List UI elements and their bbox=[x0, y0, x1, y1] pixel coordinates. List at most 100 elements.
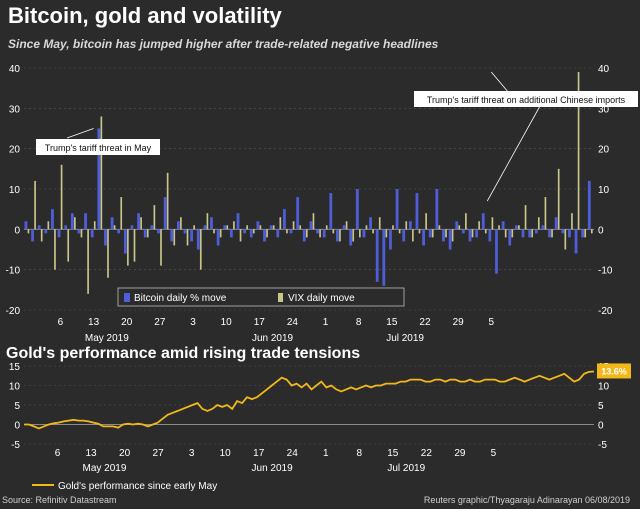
bitcoin-bar bbox=[395, 189, 399, 230]
x-tick-label: 15 bbox=[386, 317, 398, 328]
bitcoin-bar bbox=[57, 229, 61, 238]
bitcoin-bar bbox=[289, 229, 293, 234]
vix-bar bbox=[465, 213, 467, 230]
bitcoin-bar bbox=[521, 229, 525, 238]
gold-chart-title: Gold's performance amid rising trade ten… bbox=[6, 345, 361, 362]
bitcoin-bar bbox=[276, 229, 280, 238]
vix-bar bbox=[266, 229, 268, 238]
vix-bar bbox=[511, 229, 514, 238]
bitcoin-bar bbox=[216, 229, 220, 246]
vix-bar bbox=[445, 229, 447, 238]
vix-bar bbox=[325, 225, 328, 230]
bitcoin-bar bbox=[104, 229, 107, 246]
bitcoin-bar bbox=[143, 229, 147, 238]
vix-bar bbox=[93, 221, 96, 230]
bitcoin-bar bbox=[51, 209, 54, 230]
x-tick-label: 3 bbox=[190, 317, 196, 328]
bitcoin-bar bbox=[548, 229, 551, 238]
legend-swatch-bitcoin bbox=[124, 293, 130, 302]
bitcoin-bar bbox=[541, 225, 545, 230]
vix-bar bbox=[518, 225, 520, 230]
y-tick-label-left: 30 bbox=[9, 104, 21, 115]
bitcoin-bar bbox=[554, 217, 558, 230]
x-tick-label: 3 bbox=[189, 448, 195, 459]
vix-bar bbox=[491, 217, 494, 230]
bitcoin-bar bbox=[442, 229, 445, 242]
vix-bar bbox=[219, 229, 222, 238]
x-tick-label: 27 bbox=[153, 448, 165, 459]
vix-bar bbox=[557, 168, 560, 230]
vix-bar bbox=[120, 197, 123, 230]
bitcoin-bar bbox=[355, 189, 359, 230]
x-tick-label: 5 bbox=[491, 448, 497, 459]
bitcoin-bar bbox=[97, 128, 101, 230]
bitcoin-bar bbox=[37, 225, 41, 230]
y-tick-label-left: 20 bbox=[9, 145, 21, 156]
gold-series-line bbox=[24, 370, 595, 430]
vix-bar bbox=[133, 229, 136, 262]
month-label: May 2019 bbox=[83, 463, 127, 474]
bitcoin-bar bbox=[70, 213, 74, 230]
vix-bar bbox=[47, 221, 50, 230]
bitcoin-bar bbox=[229, 229, 233, 238]
month-label: Jun 2019 bbox=[252, 463, 294, 474]
vix-bar bbox=[345, 221, 348, 230]
bitcoin-bar bbox=[263, 229, 266, 242]
bitcoin-bar bbox=[422, 229, 425, 246]
end-value-badge bbox=[597, 363, 631, 379]
vix-bar bbox=[418, 229, 421, 234]
vix-bar bbox=[206, 213, 209, 230]
vix-bar bbox=[160, 229, 162, 266]
bitcoin-bar bbox=[329, 193, 333, 230]
vix-bar bbox=[378, 217, 381, 230]
bitcoin-bar bbox=[196, 229, 200, 250]
bitcoin-bar bbox=[534, 229, 538, 234]
vix-bar bbox=[166, 172, 169, 230]
bitcoin-bar bbox=[369, 217, 372, 230]
vix-bar bbox=[365, 225, 368, 230]
vix-bar bbox=[352, 229, 355, 242]
bitcoin-bar bbox=[84, 213, 87, 230]
vix-bar bbox=[87, 229, 89, 294]
legend-box bbox=[117, 287, 405, 307]
vix-bar bbox=[153, 205, 156, 230]
bitcoin-bar bbox=[587, 180, 591, 230]
vix-bar bbox=[571, 213, 573, 230]
bitcoin-bar bbox=[455, 221, 459, 230]
vix-bar bbox=[425, 213, 427, 230]
x-tick-label: 24 bbox=[287, 448, 299, 459]
annotation-leader bbox=[486, 105, 541, 202]
x-tick-label: 10 bbox=[220, 448, 232, 459]
bitcoin-bar bbox=[342, 225, 346, 230]
bitcoin-bar bbox=[402, 229, 406, 242]
x-tick-label: 1 bbox=[323, 317, 329, 328]
vix-bar bbox=[438, 225, 441, 230]
x-tick-label: 13 bbox=[85, 448, 97, 459]
vix-bar bbox=[173, 229, 176, 246]
bitcoin-bar bbox=[581, 229, 585, 238]
x-tick-label: 8 bbox=[357, 448, 363, 459]
bitcoin-bar bbox=[190, 229, 194, 242]
bitcoin-bar bbox=[269, 225, 273, 230]
bitcoin-bar bbox=[448, 229, 452, 250]
legend-swatch-vix bbox=[278, 293, 283, 302]
y-tick-label-right: 0 bbox=[598, 421, 604, 432]
annotation-box bbox=[414, 91, 638, 107]
vix-bar bbox=[577, 72, 580, 230]
month-label: Jul 2019 bbox=[386, 333, 424, 344]
annotation-text-july: Trump's tariff threat on additional Chin… bbox=[427, 95, 626, 105]
y-tick-label-left: 0 bbox=[14, 225, 20, 236]
x-tick-label: 27 bbox=[154, 317, 166, 328]
bitcoin-bar bbox=[322, 229, 326, 238]
x-tick-label: 20 bbox=[121, 317, 133, 328]
x-tick-label: 17 bbox=[254, 317, 266, 328]
vix-bar bbox=[193, 225, 195, 230]
source-note: Source: Refinitiv Datastream bbox=[2, 495, 117, 505]
bitcoin-bar bbox=[24, 221, 28, 230]
end-value-label: 13.6% bbox=[601, 366, 627, 376]
bitcoin-bar bbox=[389, 229, 392, 250]
bitcoin-bar bbox=[461, 229, 465, 234]
annotation-leader bbox=[66, 128, 94, 139]
vix-bar bbox=[80, 229, 83, 238]
